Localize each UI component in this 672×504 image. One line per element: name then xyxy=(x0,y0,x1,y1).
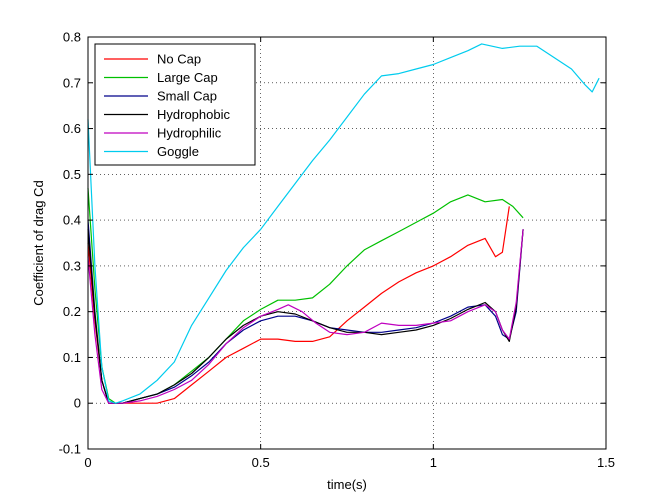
x-tick-label: 1.5 xyxy=(597,455,615,470)
y-tick-label: 0.3 xyxy=(63,258,81,273)
y-tick-label: 0.5 xyxy=(63,167,81,182)
x-tick-label: 0 xyxy=(84,455,91,470)
legend: No Cap Large Cap Small Cap Hydrophobic Hydro… xyxy=(94,43,256,166)
y-tick-label: 0.6 xyxy=(63,121,81,136)
y-tick-label: 0.1 xyxy=(63,350,81,365)
legend-label-goggle: Goggle xyxy=(157,144,199,159)
plot-frame xyxy=(87,36,607,450)
x-tick-label: 0.5 xyxy=(252,455,270,470)
legend-label-no-cap: No Cap xyxy=(157,52,201,67)
y-tick-label: -0.1 xyxy=(59,442,81,457)
legend-label-small-cap: Small Cap xyxy=(157,89,217,104)
series-line-hydrophilic xyxy=(87,229,524,404)
grid xyxy=(88,37,606,449)
axis-ticks xyxy=(87,36,607,450)
legend-box xyxy=(94,43,256,166)
x-axis-label: time(s) xyxy=(327,477,367,492)
y-axis-label: Coefficient of drag Cd xyxy=(31,180,46,306)
y-tick-label: 0.7 xyxy=(63,75,81,90)
tick-labels: 0 0.5 1 1.5-0.100.10.20.30.40.50.60.70.8 xyxy=(59,30,615,471)
y-tick-label: 0.8 xyxy=(63,30,81,45)
legend-label-hydrophobic: Hydrophobic xyxy=(157,107,230,122)
legend-label-hydrophilic: Hydrophilic xyxy=(157,126,222,141)
y-tick-label: 0.4 xyxy=(63,213,81,228)
y-tick-label: 0 xyxy=(74,396,81,411)
y-tick-label: 0.2 xyxy=(63,304,81,319)
series-line-goggle xyxy=(87,43,600,404)
series-lines xyxy=(87,43,600,404)
x-tick-label: 1 xyxy=(430,455,437,470)
legend-label-large-cap: Large Cap xyxy=(157,70,218,85)
